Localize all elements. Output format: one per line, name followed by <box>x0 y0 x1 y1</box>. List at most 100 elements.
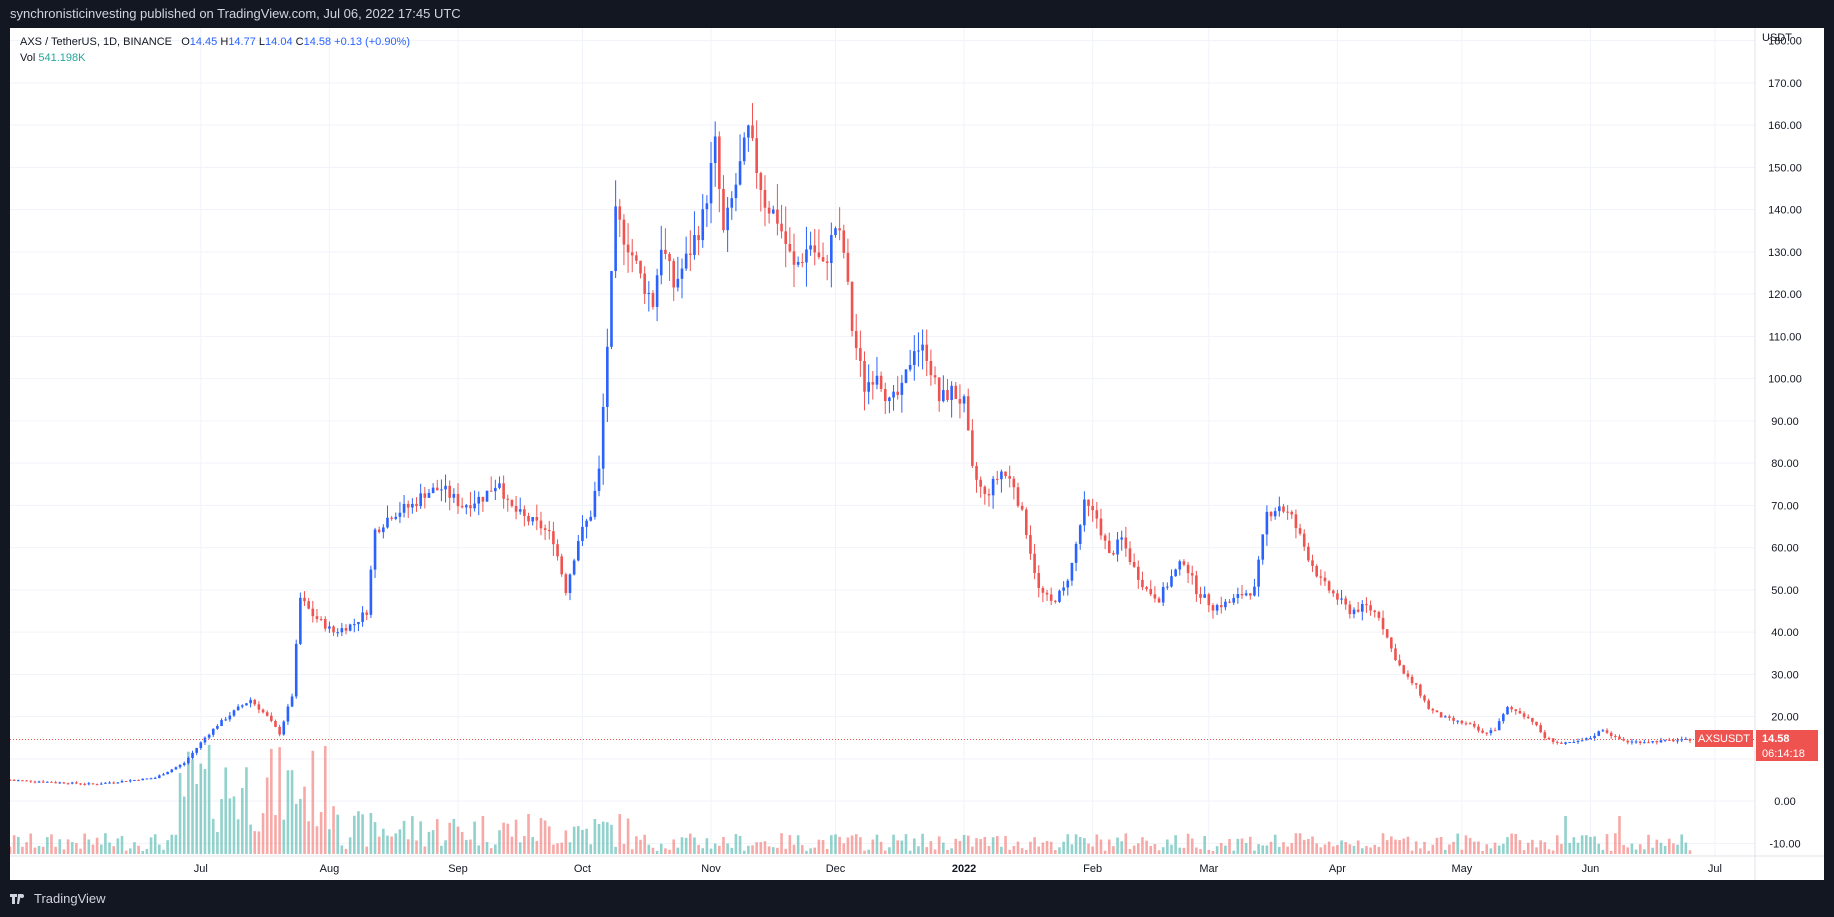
volume-bar <box>655 850 659 854</box>
candle-body <box>398 512 402 517</box>
volume-bar <box>1539 840 1542 854</box>
candle-body <box>79 783 82 785</box>
volume-bar <box>1543 842 1547 854</box>
candle-body <box>249 699 252 704</box>
candle-body <box>232 710 236 716</box>
volume-bar <box>854 834 858 854</box>
volume-bar <box>564 830 568 854</box>
volume-bar <box>431 830 435 854</box>
volume-bar <box>879 841 883 854</box>
volume-bar <box>1041 842 1045 854</box>
volume-bar <box>805 850 808 854</box>
candle-body <box>1365 604 1368 606</box>
volume-bar <box>199 763 203 854</box>
candle-body <box>846 252 850 282</box>
volume-bar <box>552 844 555 854</box>
volume-bar <box>568 842 572 854</box>
volume-bar <box>1024 849 1028 854</box>
candle-body <box>680 268 684 279</box>
volume-bar <box>75 843 78 854</box>
candle-body <box>576 541 580 561</box>
volume-bar <box>510 836 514 854</box>
candle-body <box>1344 598 1348 605</box>
volume-bar <box>1240 838 1244 854</box>
volume-bar <box>1273 834 1277 854</box>
candle-body <box>929 360 933 376</box>
volume-bar <box>249 824 252 854</box>
volume-bar <box>1248 836 1252 854</box>
volume-bar <box>1414 841 1418 854</box>
volume-bar <box>581 829 584 854</box>
volume-bar <box>128 848 132 854</box>
volume-bar <box>560 842 564 854</box>
candle-body <box>473 503 476 509</box>
candle-body <box>1414 683 1418 685</box>
candle-body <box>294 643 298 697</box>
volume-bar <box>319 812 323 854</box>
volume-bar <box>1331 846 1335 854</box>
x-tick-label: Apr <box>1329 863 1346 875</box>
y-tick-label: 110.00 <box>1769 331 1802 343</box>
candle-body <box>112 782 116 784</box>
volume-bar <box>929 841 933 854</box>
ohlc-row: AXS / TetherUS, 1D, BINANCE O14.45 H14.7… <box>20 34 410 50</box>
candle-body <box>659 249 663 276</box>
candle-body <box>116 782 120 784</box>
candle-body <box>676 278 680 288</box>
volume-bar <box>975 838 978 854</box>
volume-bar <box>1589 836 1592 854</box>
volume-bar <box>937 836 941 854</box>
candle-body <box>1684 738 1688 740</box>
y-tick-label: 60.00 <box>1771 543 1799 555</box>
volume-bar <box>1630 843 1634 854</box>
volume-bar <box>672 839 676 854</box>
candle-body <box>1099 518 1103 536</box>
volume-bar <box>1348 844 1352 854</box>
candle-body <box>1174 569 1177 577</box>
candle-body <box>763 190 767 208</box>
volume-bar <box>896 840 900 854</box>
candle-body <box>830 235 833 264</box>
volume-bar <box>1232 850 1236 854</box>
candle-body <box>145 778 149 780</box>
y-tick-label: 160.00 <box>1768 120 1802 132</box>
volume-bar <box>1572 837 1576 854</box>
volume-bar <box>1688 850 1692 854</box>
volume-bar <box>647 844 651 854</box>
volume-bar <box>1443 849 1447 854</box>
candle-body <box>336 632 340 634</box>
volume-bar <box>444 840 447 854</box>
candle-body <box>572 560 576 575</box>
candle-body <box>966 396 970 431</box>
volume-bar <box>991 837 995 854</box>
volume-bar <box>871 839 875 854</box>
candle-body <box>1107 540 1111 554</box>
volume-bar <box>207 744 211 854</box>
volume-bar <box>1302 839 1306 854</box>
volume-bar <box>133 842 136 854</box>
volume-bar <box>1236 838 1240 854</box>
volume-bar <box>1012 845 1016 854</box>
candle-body <box>50 781 53 783</box>
volume-bar <box>1377 846 1381 854</box>
x-tick-label: Jun <box>1582 863 1600 875</box>
candlestick-chart[interactable]: USDT 180.00 170.00 160.00 150.00 140.00 130.0… <box>8 28 1824 880</box>
volume-bar <box>1070 844 1074 854</box>
candle-body <box>539 520 543 529</box>
y-tick-label: 80.00 <box>1771 458 1799 470</box>
tradingview-logo[interactable]: TradingView <box>10 891 106 906</box>
candle-body <box>1327 581 1331 591</box>
volume-bar <box>1124 833 1128 854</box>
candle-body <box>547 530 551 532</box>
candle-body <box>1622 739 1625 741</box>
low-value: 14.04 <box>265 36 293 48</box>
candle-body <box>726 207 729 231</box>
candle-body <box>585 520 588 527</box>
candle-body <box>1647 742 1650 744</box>
candle-body <box>506 498 510 500</box>
candle-body <box>46 781 49 783</box>
candle-body <box>58 782 62 784</box>
candle-body <box>245 703 248 706</box>
volume-bar <box>1626 847 1630 854</box>
volume-bar <box>1390 836 1393 854</box>
